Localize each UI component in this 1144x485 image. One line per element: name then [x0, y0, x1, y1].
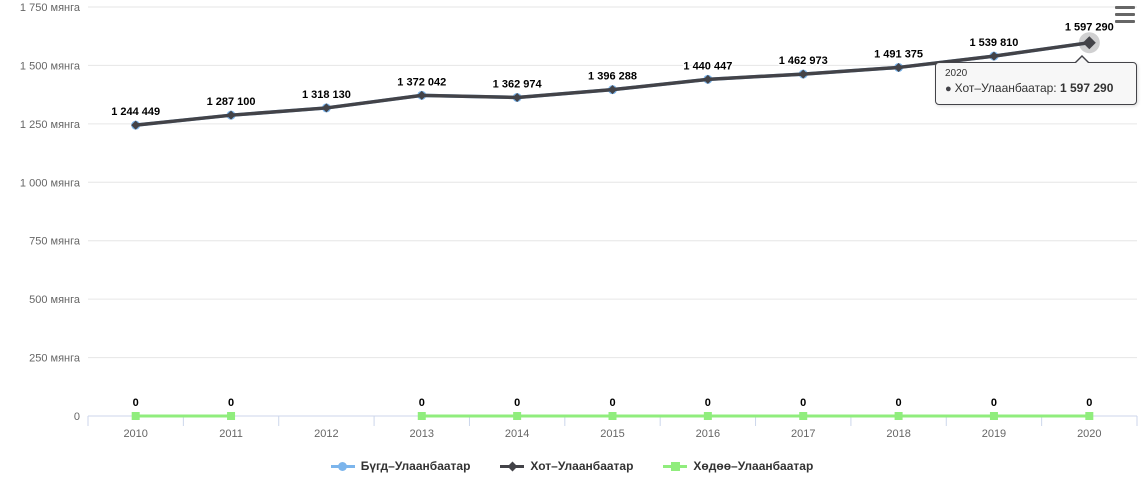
chart-canvas: 1 750 мянга 1 500 мянга 1 250 мянга 1 000 м…: [20, 2, 1138, 440]
legend-item-bugd[interactable]: Бүгд–Улаанбаатар: [330, 459, 471, 473]
data-point-marker[interactable]: [227, 412, 236, 420]
data-label: 0: [800, 397, 806, 409]
x-axis-tick-label: 2015: [600, 428, 624, 440]
circle-marker-icon: [330, 460, 355, 472]
x-axis-tick-label: 2019: [982, 428, 1006, 440]
data-label: 1 491 375: [874, 48, 923, 60]
tooltip-value: 1 597 290: [1059, 81, 1114, 95]
data-point-marker[interactable]: [131, 412, 140, 420]
data-label: 0: [1086, 397, 1092, 409]
chart-legend: Бүгд–Улаанбаатар Хот–Улаанбаатар Хөдөө–У…: [0, 452, 1144, 480]
data-label: 1 362 974: [493, 78, 543, 90]
data-label: 0: [228, 397, 234, 409]
data-point-marker[interactable]: [894, 62, 904, 72]
y-axis-tick-label: 500 мянга: [29, 294, 81, 306]
y-axis-tick-label: 1 250 мянга: [20, 119, 81, 131]
legend-item-hodoo[interactable]: Хөдөө–Улаанбаатар: [663, 459, 813, 473]
data-point-marker[interactable]: [513, 412, 522, 420]
x-axis-tick-label: 2012: [314, 428, 338, 440]
data-label: 1 462 973: [779, 55, 828, 67]
y-axis-tick-label: 1 000 мянга: [20, 177, 81, 189]
data-point-marker[interactable]: [703, 74, 713, 84]
data-label: 0: [133, 397, 139, 409]
y-axis-tick-label: 250 мянга: [29, 353, 81, 365]
data-label: 1 244 449: [111, 106, 160, 118]
data-point-marker[interactable]: [799, 412, 808, 420]
x-axis-tick-label: 2013: [410, 428, 434, 440]
data-label: 1 287 100: [207, 96, 256, 108]
hamburger-bar: [1115, 6, 1135, 10]
export-hamburger-icon[interactable]: [1115, 6, 1135, 23]
data-label: 1 597 290: [1065, 22, 1114, 34]
hamburger-bar: [1115, 19, 1135, 23]
data-point-marker[interactable]: [226, 110, 236, 120]
data-point-marker[interactable]: [894, 412, 903, 420]
tooltip-series-label: Хот–Улаанбаатар:: [954, 81, 1057, 95]
data-point-marker[interactable]: [608, 85, 617, 95]
hamburger-bar: [1115, 12, 1135, 17]
tooltip-series-line: ● Хот–Улаанбаатар: 1 597 290: [945, 81, 1128, 95]
legend-item-hot[interactable]: Хот–Улаанбаатар: [500, 459, 633, 473]
data-label: 0: [991, 397, 997, 409]
data-label: 1 318 130: [302, 89, 351, 101]
y-axis-tick-label: 750 мянга: [29, 236, 81, 248]
legend-label: Хөдөө–Улаанбаатар: [693, 459, 814, 473]
data-point-marker[interactable]: [131, 120, 141, 130]
data-label: 0: [419, 397, 425, 409]
x-axis-tick-label: 2011: [219, 428, 243, 440]
data-point-marker[interactable]: [608, 412, 617, 420]
data-label: 1 539 810: [969, 37, 1018, 49]
x-axis-tick-label: 2010: [123, 428, 147, 440]
data-label: 1 372 042: [397, 76, 446, 88]
data-point-marker[interactable]: [417, 90, 427, 100]
y-axis-tick-label: 1 500 мянга: [20, 60, 81, 72]
data-point-marker[interactable]: [798, 69, 808, 79]
legend-label: Бүгд–Улаанбаатар: [360, 459, 471, 473]
legend-label: Хот–Улаанбаатар: [530, 459, 634, 473]
data-label: 0: [705, 397, 711, 409]
data-point-marker[interactable]: [989, 51, 999, 61]
data-label: 1 396 288: [588, 71, 637, 83]
x-axis-tick-label: 2018: [886, 428, 910, 440]
data-point-marker[interactable]: [1082, 36, 1096, 50]
y-axis-tick-label: 0: [74, 411, 80, 423]
diamond-marker-icon: [500, 460, 525, 472]
x-axis-tick-label: 2020: [1077, 428, 1101, 440]
series-bullet-icon: ●: [945, 83, 952, 95]
square-marker-icon: [663, 460, 688, 472]
data-label: 1 440 447: [683, 60, 732, 72]
tooltip-year: 2020: [945, 68, 968, 79]
data-label: 0: [896, 397, 902, 409]
chart-tooltip: 2020 ● Хот–Улаанбаатар: 1 597 290: [935, 55, 1137, 105]
data-point-marker[interactable]: [512, 92, 522, 102]
data-point-marker[interactable]: [321, 103, 331, 113]
data-label: 0: [609, 397, 615, 409]
data-point-marker[interactable]: [1085, 412, 1094, 420]
data-point-marker[interactable]: [989, 412, 998, 420]
y-axis-tick-label: 1 750 мянга: [20, 2, 81, 14]
x-axis-tick-label: 2014: [505, 428, 529, 440]
data-point-marker[interactable]: [417, 412, 426, 420]
x-axis-tick-label: 2016: [696, 428, 720, 440]
x-axis-tick-label: 2017: [791, 428, 815, 440]
data-label: 0: [514, 397, 520, 409]
data-point-marker[interactable]: [703, 412, 712, 420]
